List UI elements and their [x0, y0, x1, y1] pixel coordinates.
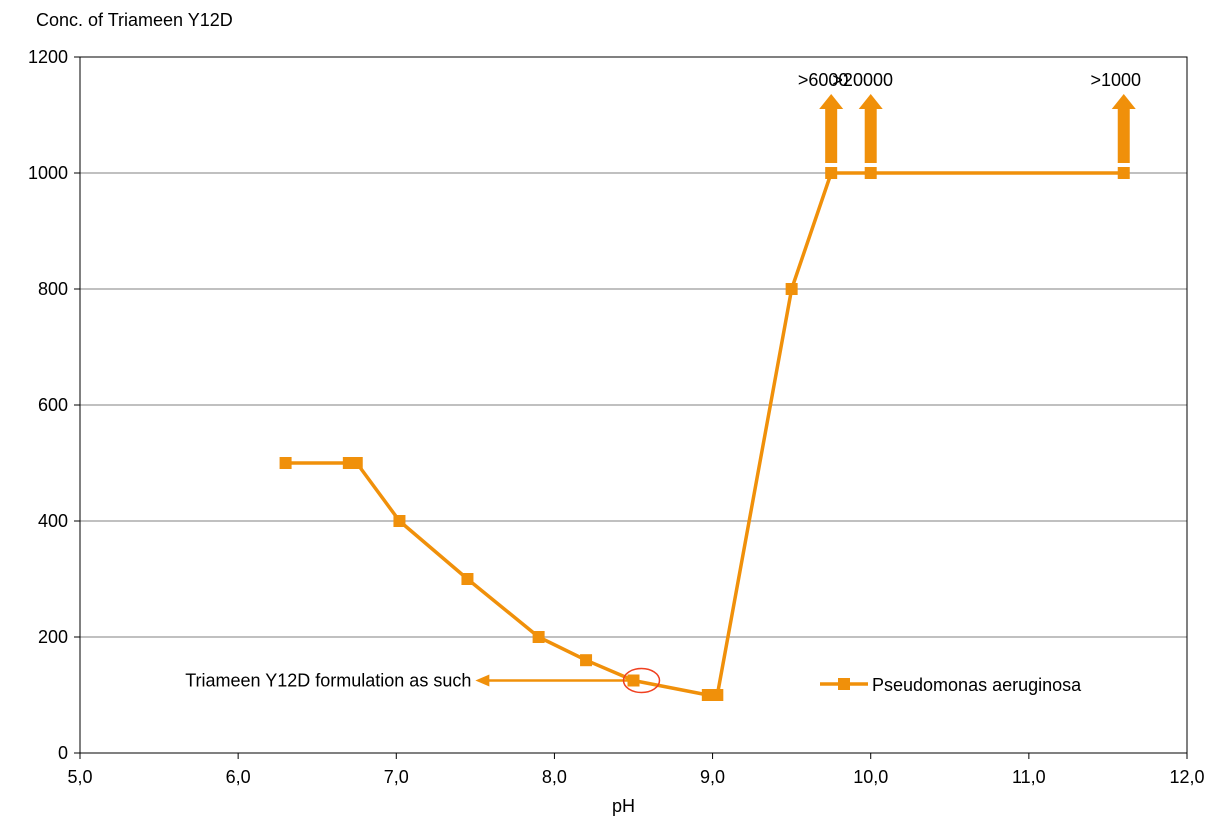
legend-entry: Pseudomonas aeruginosa: [872, 675, 1082, 695]
data-point: [1117, 167, 1130, 179]
arrow-up-head: [819, 94, 844, 109]
data-point: [279, 457, 292, 469]
axes: [74, 56, 1188, 759]
arrow-up-head: [1111, 94, 1136, 109]
y-axis-label: Conc. of Triameen Y12D: [36, 10, 233, 30]
x-tick-label: 7,0: [384, 767, 409, 787]
annotation-label: Triameen Y12D formulation as such: [185, 671, 471, 691]
data-point: [532, 631, 545, 643]
x-tick-label: 9,0: [700, 767, 725, 787]
arrow-up-shaft: [1117, 107, 1130, 163]
annotation-label: >6000: [798, 70, 849, 90]
annotations: >6000>20000 >1000 Triameen Y12D formulatio…: [185, 70, 1141, 694]
data-point: [785, 283, 798, 295]
data-point: [825, 167, 838, 179]
x-tick-label: 10,0: [853, 767, 888, 787]
arrow-up-shaft: [825, 107, 838, 163]
x-tick-label: 5,0: [67, 767, 92, 787]
y-tick-label: 200: [38, 627, 68, 647]
highlight-circle: [622, 667, 661, 694]
data-point: [350, 457, 363, 469]
x-tick-label: 6,0: [226, 767, 251, 787]
legend: Pseudomonas aeruginosa: [820, 675, 1082, 695]
x-tick-label: 12,0: [1169, 767, 1204, 787]
data-point: [864, 167, 877, 179]
series-line: [285, 171, 1124, 697]
y-tick-label: 1200: [28, 47, 68, 67]
y-tick-labels: 0 200 400 600 800 1000 1200: [28, 47, 68, 763]
legend-swatch-marker: [838, 678, 850, 690]
y-tick-label: 600: [38, 395, 68, 415]
y-tick-label: 800: [38, 279, 68, 299]
annotation-label: >1000: [1090, 70, 1141, 90]
series-group: [279, 167, 1130, 701]
data-point: [393, 515, 406, 527]
grid-lines: [80, 172, 1187, 638]
data-point: [461, 573, 474, 585]
annotation-label: >20000: [832, 70, 893, 90]
x-tick-label: 11,0: [1012, 767, 1046, 787]
data-point: [701, 689, 714, 701]
arrow-left-head: [475, 674, 490, 687]
data-point: [711, 689, 724, 701]
x-tick-label: 8,0: [542, 767, 567, 787]
arrow-up-shaft: [864, 107, 877, 163]
y-tick-label: 1000: [28, 163, 68, 183]
arrow-up-head: [858, 94, 883, 109]
x-axis-label: pH: [611, 796, 635, 816]
y-tick-label: 0: [58, 743, 68, 763]
data-point: [580, 654, 593, 667]
y-tick-label: 400: [38, 511, 68, 531]
x-tick-labels: 5,0 6,0 7,0 8,0 9,0 10,0 11,0 12,0: [67, 767, 1204, 787]
